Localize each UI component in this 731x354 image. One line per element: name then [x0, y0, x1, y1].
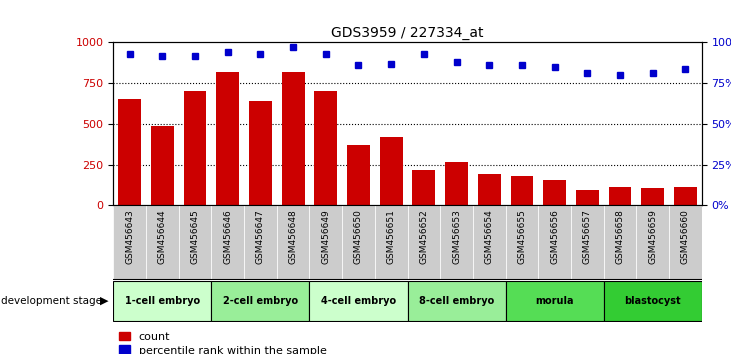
Text: GSM456656: GSM456656: [550, 209, 559, 264]
Bar: [183, 91, 206, 205]
Bar: [543, 180, 566, 205]
Bar: [178, 205, 211, 280]
Bar: [113, 280, 211, 321]
Text: GSM456651: GSM456651: [387, 209, 395, 264]
Bar: [309, 205, 342, 280]
Bar: [510, 176, 534, 205]
Text: morula: morula: [535, 296, 574, 306]
Text: ▶: ▶: [99, 296, 108, 306]
Text: GSM456655: GSM456655: [518, 209, 526, 264]
Text: 2-cell embryo: 2-cell embryo: [223, 296, 298, 306]
Text: GSM456660: GSM456660: [681, 209, 690, 264]
Bar: [478, 173, 501, 205]
Bar: [571, 205, 604, 280]
Bar: [347, 145, 370, 205]
Bar: [379, 137, 403, 205]
Bar: [637, 205, 669, 280]
Bar: [440, 205, 473, 280]
Bar: [113, 205, 146, 280]
Bar: [604, 205, 637, 280]
Bar: [506, 205, 538, 280]
Bar: [445, 162, 468, 205]
Bar: [309, 280, 408, 321]
Bar: [538, 205, 571, 280]
Bar: [604, 280, 702, 321]
Bar: [576, 190, 599, 205]
Bar: [151, 126, 174, 205]
Text: GSM456645: GSM456645: [191, 209, 200, 264]
Bar: [375, 205, 408, 280]
Bar: [609, 187, 632, 205]
Text: GSM456644: GSM456644: [158, 209, 167, 264]
Text: 1-cell embryo: 1-cell embryo: [125, 296, 200, 306]
Text: GSM456647: GSM456647: [256, 209, 265, 264]
Bar: [244, 205, 277, 280]
Text: GSM456643: GSM456643: [125, 209, 135, 264]
Bar: [342, 205, 375, 280]
Text: GSM456648: GSM456648: [289, 209, 298, 264]
Bar: [473, 205, 506, 280]
Bar: [277, 205, 309, 280]
Bar: [669, 205, 702, 280]
Text: blastocyst: blastocyst: [624, 296, 681, 306]
Title: GDS3959 / 227334_at: GDS3959 / 227334_at: [331, 26, 484, 40]
Bar: [146, 205, 178, 280]
Text: GSM456657: GSM456657: [583, 209, 592, 264]
Text: GSM456650: GSM456650: [354, 209, 363, 264]
Text: GSM456652: GSM456652: [420, 209, 428, 264]
Bar: [211, 205, 244, 280]
Text: GSM456658: GSM456658: [616, 209, 624, 264]
Text: GSM456653: GSM456653: [452, 209, 461, 264]
Bar: [314, 91, 337, 205]
Text: development stage: development stage: [1, 296, 102, 306]
Bar: [412, 170, 436, 205]
Bar: [118, 99, 141, 205]
Bar: [249, 101, 272, 205]
Bar: [674, 187, 697, 205]
Text: GSM456659: GSM456659: [648, 209, 657, 264]
Text: GSM456654: GSM456654: [485, 209, 493, 264]
Text: GSM456649: GSM456649: [322, 209, 330, 264]
Bar: [211, 280, 309, 321]
Text: 4-cell embryo: 4-cell embryo: [321, 296, 396, 306]
Text: 8-cell embryo: 8-cell embryo: [419, 296, 494, 306]
Text: GSM456646: GSM456646: [223, 209, 232, 264]
Bar: [281, 72, 305, 205]
Legend: count, percentile rank within the sample: count, percentile rank within the sample: [119, 332, 327, 354]
Bar: [506, 280, 604, 321]
Bar: [408, 280, 506, 321]
Bar: [641, 188, 664, 205]
Bar: [408, 205, 440, 280]
Bar: [216, 72, 239, 205]
